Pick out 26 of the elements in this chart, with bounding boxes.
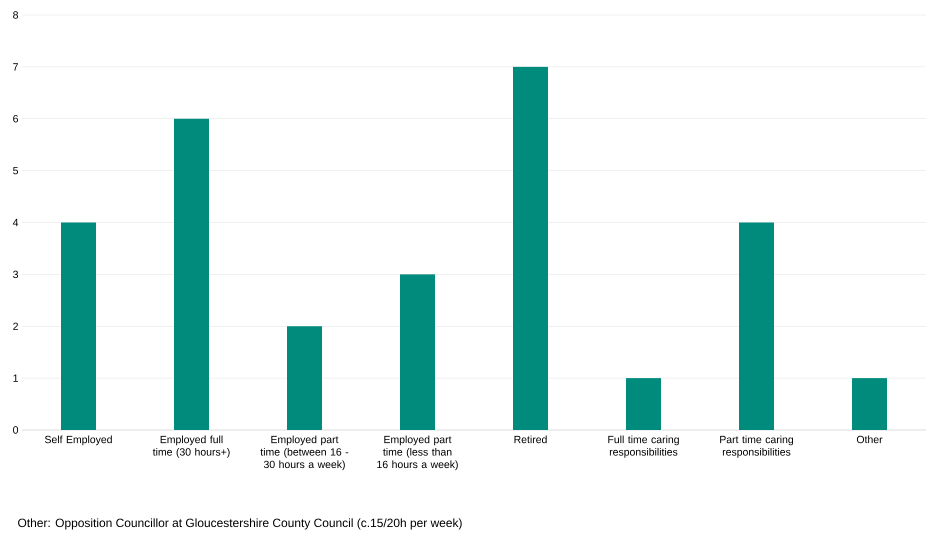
y-tick-label: 8 xyxy=(13,11,18,19)
y-tick-label: 1 xyxy=(13,374,18,382)
bar xyxy=(400,274,436,430)
bar xyxy=(287,326,322,430)
bar xyxy=(174,118,209,430)
x-tick-label: Self Employed xyxy=(44,436,112,446)
y-tick-label: 5 xyxy=(13,166,18,174)
y-tick-label: 7 xyxy=(13,63,18,70)
bar xyxy=(739,222,774,430)
bar xyxy=(626,378,662,430)
y-tick-label: 2 xyxy=(13,322,18,330)
text: Other: Opposition Councillor at Gloucestershire County Council (c.15/20h per week) xyxy=(18,518,462,530)
bar xyxy=(61,222,96,430)
y-tick-label: 3 xyxy=(13,270,18,278)
x-tick-label: Employed full time (30 hours+) xyxy=(152,436,230,458)
bar xyxy=(513,66,548,430)
x-tick-label: Part time caring responsibilities xyxy=(720,436,794,458)
x-tick-label: Retired xyxy=(514,436,547,444)
y-tick-label: 4 xyxy=(12,218,18,226)
y-tick-label: 6 xyxy=(13,115,18,122)
x-tick-label: Other xyxy=(856,436,882,444)
x-tick-label: Full time caring responsibilities xyxy=(608,436,679,458)
y-tick-label: 0 xyxy=(13,426,18,434)
x-tick-label: Employed part time (less than 16 hours a week) xyxy=(377,436,458,470)
bar xyxy=(852,378,888,430)
x-tick-label: Employed part time (between 16 - 30 hours a week) xyxy=(260,436,348,470)
